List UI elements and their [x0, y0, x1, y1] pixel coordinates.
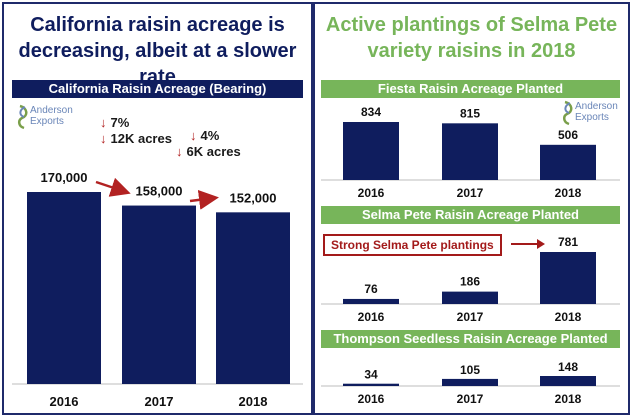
tick-label-2016: 2016	[358, 310, 385, 324]
california-acreage-chart: 170,000 2016 158,000 2017 152,000 2018	[12, 170, 303, 409]
change-note-2018: ↓ 4% ↓ 6K acres	[176, 128, 241, 160]
data-label-2018: 152,000	[230, 190, 277, 205]
down-arrow-icon: ↓	[100, 131, 107, 146]
tick-label-2016: 2016	[50, 394, 79, 409]
trend-arrow-icon	[189, 189, 219, 210]
tick-label-2017: 2017	[457, 186, 484, 200]
left-panel: California raisin acreage is decreasing,…	[2, 2, 313, 415]
tick-label-2018: 2018	[555, 186, 582, 200]
bar-2017	[442, 123, 498, 180]
data-label-2017: 158,000	[136, 184, 183, 199]
tick-label-2017: 2017	[145, 394, 174, 409]
data-label-2017: 105	[460, 363, 480, 377]
logo-text-line-1: Anderson	[575, 101, 618, 112]
bar-2018	[540, 376, 596, 386]
change-note-2018-percent: 4%	[200, 128, 220, 143]
change-note-2017-percent: 7%	[110, 115, 130, 130]
logo-text-line-2: Exports	[30, 116, 64, 127]
chart-title-thompson-seedless: Thompson Seedless Raisin Acreage Planted	[321, 330, 620, 348]
selma-pete-acreage-chart: 76 2016 186 2017 781 2018	[321, 235, 620, 324]
data-label-2016: 834	[361, 105, 381, 119]
tick-label-2016: 2016	[358, 186, 385, 200]
chart-title-fiesta: Fiesta Raisin Acreage Planted	[321, 80, 620, 98]
logo-swirl-icon	[18, 104, 28, 130]
tick-label-2017: 2017	[457, 392, 484, 406]
logo-text-line-1: Anderson	[30, 105, 73, 116]
data-label-2018: 781	[558, 235, 578, 249]
data-label-2017: 815	[460, 106, 480, 120]
bar-2016	[27, 192, 101, 384]
tick-label-2018: 2018	[555, 392, 582, 406]
data-label-2016: 34	[364, 368, 378, 382]
right-heading-line-2: variety raisins in 2018	[367, 40, 576, 62]
anderson-exports-logo: Anderson Exports	[16, 102, 73, 134]
data-label-2016: 76	[364, 282, 378, 296]
data-label-2016: 170,000	[41, 170, 88, 185]
chart-title-california: California Raisin Acreage (Bearing)	[12, 80, 303, 98]
data-label-2018: 148	[558, 360, 578, 374]
change-note-2017-acres: 12K acres	[110, 131, 172, 146]
bar-2017	[442, 291, 498, 304]
bar-2018	[540, 144, 596, 180]
bar-2016	[343, 298, 399, 304]
bar-2016	[343, 383, 399, 386]
left-heading-line-1: California raisin acreage is	[30, 14, 285, 36]
selma-pete-callout: Strong Selma Pete plantings	[323, 234, 502, 256]
chart-title-selma-pete: Selma Pete Raisin Acreage Planted	[321, 206, 620, 224]
anderson-exports-logo: Anderson Exports	[561, 98, 618, 130]
right-heading-line-1: Active plantings of Selma Pete	[325, 14, 618, 36]
down-arrow-icon: ↓	[100, 115, 107, 130]
left-heading: California raisin acreage is decreasing,…	[4, 12, 311, 90]
change-note-2018-acres: 6K acres	[186, 144, 241, 159]
logo-text-line-2: Exports	[575, 112, 609, 123]
trend-arrow-icon	[95, 177, 131, 197]
data-label-2018: 506	[558, 128, 578, 142]
right-heading: Active plantings of Selma Pete variety r…	[315, 12, 628, 64]
thompson-seedless-acreage-chart: 34 2016 105 2017 148 2018	[321, 360, 620, 406]
callout-arrow-icon	[511, 239, 545, 249]
fiesta-acreage-chart: 834 2016 815 2017 506 2018	[321, 105, 620, 200]
tick-label-2018: 2018	[239, 394, 268, 409]
right-panel: Active plantings of Selma Pete variety r…	[313, 2, 630, 415]
change-note-2017: ↓ 7% ↓ 12K acres	[100, 115, 172, 147]
bar-2018	[540, 252, 596, 304]
down-arrow-icon: ↓	[190, 128, 197, 143]
bar-2017	[122, 205, 196, 384]
data-label-2017: 186	[460, 275, 480, 289]
bar-2016	[343, 122, 399, 180]
logo-swirl-icon	[563, 100, 573, 126]
tick-label-2016: 2016	[358, 392, 385, 406]
tick-label-2018: 2018	[555, 310, 582, 324]
bar-2018	[216, 212, 290, 384]
down-arrow-icon: ↓	[176, 144, 183, 159]
tick-label-2017: 2017	[457, 310, 484, 324]
bar-2017	[442, 378, 498, 386]
